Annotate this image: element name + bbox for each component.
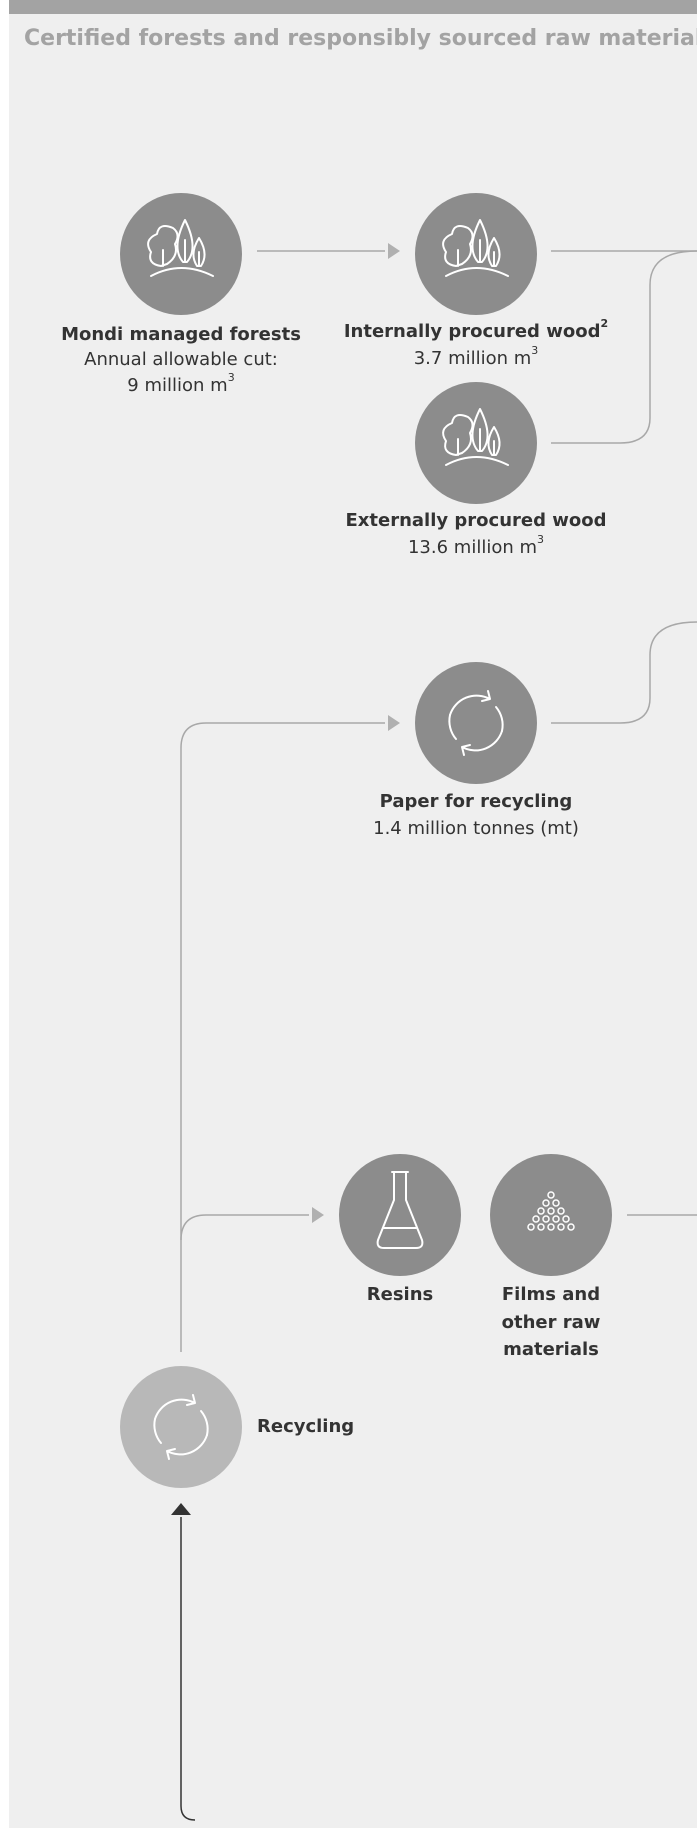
node-label: Films and <box>502 1284 600 1305</box>
text-part: 13.6 million m <box>408 537 537 558</box>
node-label: Externally procured wood <box>346 510 607 531</box>
node-mondi: Mondi managed forests Annual allowable c… <box>61 193 301 396</box>
node-value: 13.6 million m3 <box>408 533 544 558</box>
node-label: Resins <box>367 1284 433 1305</box>
text-part: 2 <box>600 317 608 330</box>
text-part: 3 <box>531 344 538 357</box>
node-label: other raw <box>502 1312 601 1333</box>
node-label: Paper for recycling <box>380 791 573 812</box>
text-part: 3 <box>228 371 235 384</box>
node-resins: Resins <box>339 1154 461 1305</box>
node-value: 1.4 million tonnes (mt) <box>373 818 579 839</box>
node-value: 9 million m3 <box>127 371 234 396</box>
node-films: Films and other raw materials <box>490 1154 612 1360</box>
node-label: Mondi managed forests <box>61 324 301 345</box>
node-label: Recycling <box>257 1416 354 1437</box>
panel <box>9 14 697 1828</box>
node-label: materials <box>503 1339 599 1360</box>
connectors <box>171 243 697 1821</box>
text-part: 3.7 million m <box>414 348 532 369</box>
top-bar <box>9 0 697 14</box>
node-value: 3.7 million m3 <box>414 344 539 369</box>
node-label: Internally procured wood2 <box>344 317 608 342</box>
node-paper: Paper for recycling 1.4 million tonnes (… <box>373 662 579 839</box>
title-text: Certified forests and responsibly source… <box>24 26 697 51</box>
text-part: 9 million m <box>127 375 227 396</box>
node-internal: Internally procured wood2 3.7 million m3 <box>344 193 608 369</box>
text-part: 3 <box>537 533 544 546</box>
text-part: Internally procured wood <box>344 321 601 342</box>
node-recycling: Recycling <box>120 1366 354 1488</box>
node-external: Externally procured wood 13.6 million m3 <box>346 382 607 558</box>
title: Certified forests and responsibly source… <box>24 23 697 51</box>
node-detail: Annual allowable cut: <box>84 349 278 370</box>
